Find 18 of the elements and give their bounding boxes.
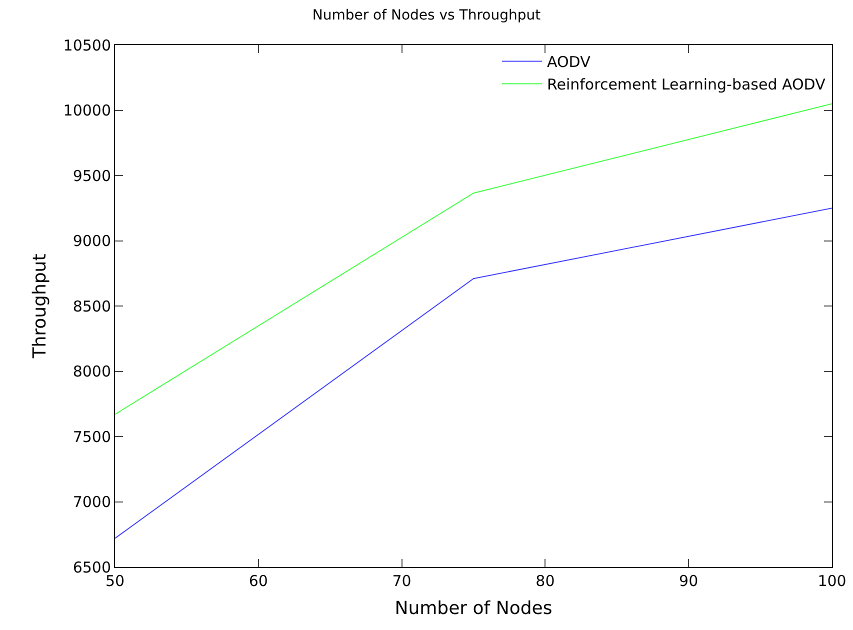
x-tick-label: 100 — [818, 572, 846, 590]
x-tick-label: 60 — [248, 572, 268, 590]
x-tick-label: 90 — [679, 572, 698, 590]
y-tick-label: 9500 — [72, 166, 111, 185]
y-tick-label: 8500 — [72, 297, 111, 316]
chart-title: Number of Nodes vs Throughput — [312, 7, 542, 24]
x-tick-label: 80 — [536, 572, 555, 590]
x-axis-title: Number of Nodes — [394, 598, 552, 620]
y-axis-title: Throughput — [29, 254, 50, 360]
y-tick-label: 9000 — [72, 232, 111, 250]
x-tick-label: 70 — [392, 572, 412, 590]
y-tick-label: 8000 — [72, 362, 111, 380]
y-tick-label: 7000 — [72, 493, 111, 511]
y-tick-label: 10500 — [63, 36, 111, 54]
legend-label: Reinforcement Learning-based AODV — [547, 76, 826, 94]
y-tick-label: 10000 — [63, 102, 111, 120]
y-tick-label: 7500 — [72, 428, 111, 446]
legend-label: AODV — [547, 53, 592, 72]
